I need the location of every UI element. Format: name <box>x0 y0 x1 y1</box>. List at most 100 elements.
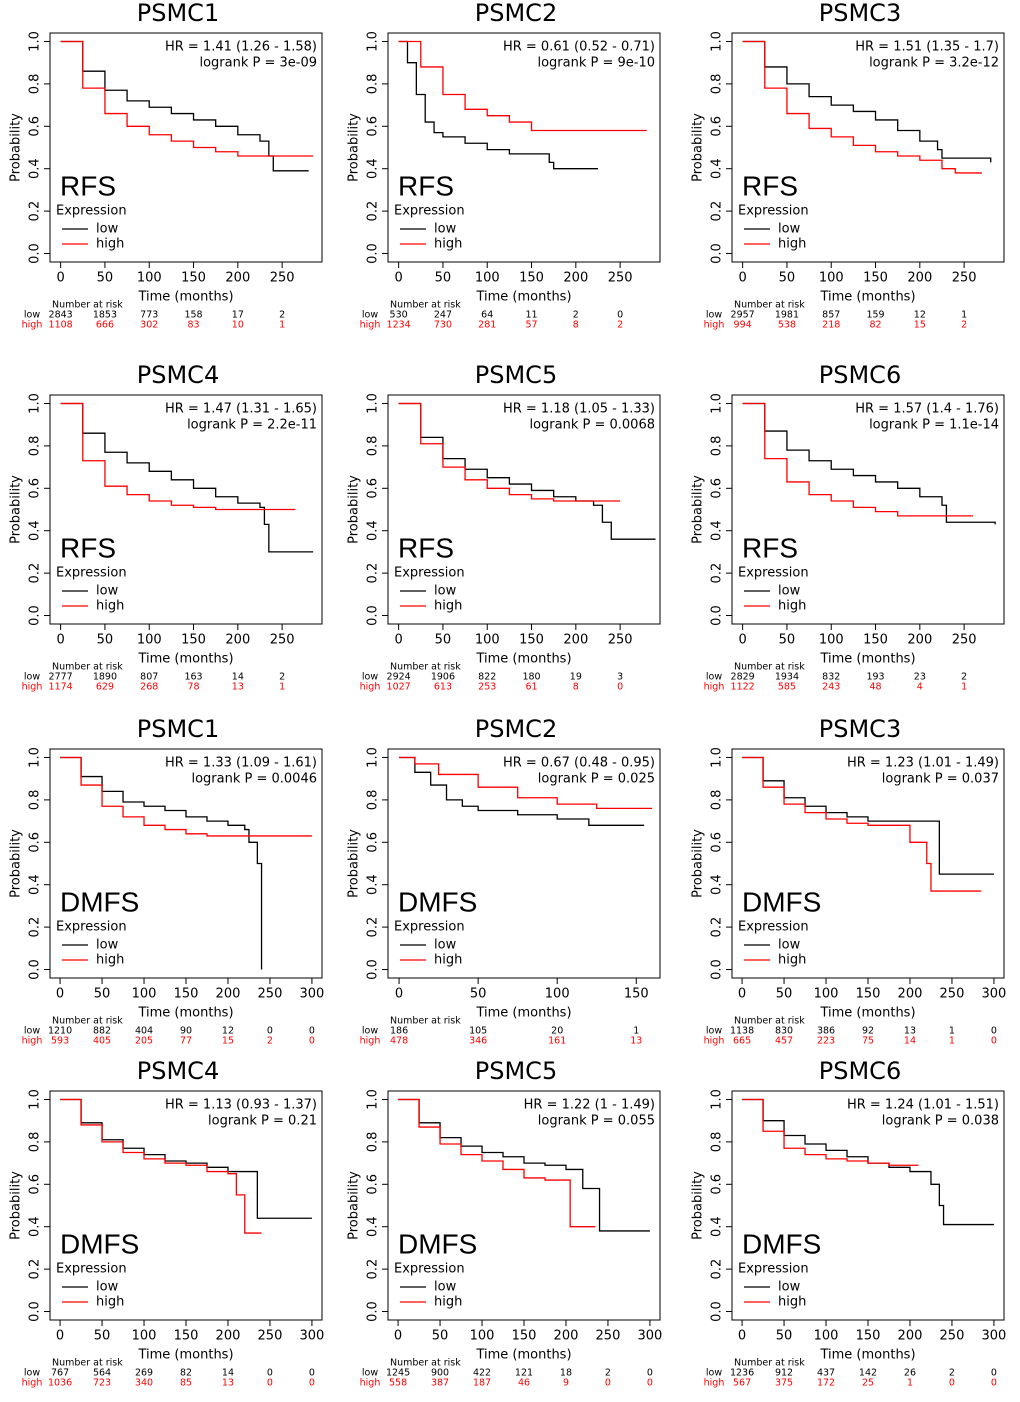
risk-count: 2957 <box>731 310 755 321</box>
x-tick-label: 150 <box>512 1329 537 1344</box>
survival-curve <box>398 402 621 502</box>
risk-count: 1 <box>961 682 967 693</box>
x-tick-label: 0 <box>394 271 402 286</box>
risk-row-label: high <box>704 682 725 693</box>
x-tick-label: 200 <box>907 271 932 286</box>
risk-count: 1906 <box>431 672 455 683</box>
panel-title: PSMC2 <box>475 715 557 743</box>
survival-curve <box>742 402 996 525</box>
y-tick-label: 0.2 <box>366 917 381 938</box>
risk-count: 9 <box>563 1378 569 1389</box>
legend-label: high <box>778 1295 806 1310</box>
risk-count: 205 <box>135 1036 153 1047</box>
legend-label: high <box>434 953 462 968</box>
risk-count: 832 <box>822 672 840 683</box>
risk-count: 105 <box>469 1026 487 1037</box>
risk-count: 723 <box>93 1378 111 1389</box>
risk-count: 0 <box>991 1368 997 1379</box>
risk-count: 767 <box>51 1368 69 1379</box>
x-axis-label: Time (months) <box>475 1006 571 1021</box>
risk-title: Number at risk <box>390 300 461 311</box>
risk-title: Number at risk <box>734 1016 805 1027</box>
x-tick-label: 300 <box>638 1329 663 1344</box>
risk-count: 1138 <box>730 1026 754 1037</box>
y-tick-label: 0.8 <box>710 1132 725 1153</box>
endpoint-label: DMFS <box>60 886 139 917</box>
risk-count: 387 <box>431 1378 449 1389</box>
y-tick-label: 0.8 <box>366 74 381 95</box>
x-tick-label: 0 <box>56 633 64 648</box>
risk-count: 1981 <box>775 310 799 321</box>
km-panel: PSMC5 0.0 0.2 0.4 0.6 0.8 1.0 0 50 100 150 200 250 Pr… <box>347 361 661 693</box>
y-axis-label: Probability <box>347 113 362 182</box>
y-tick-label: 0.6 <box>710 478 725 499</box>
risk-count: 478 <box>390 1036 408 1047</box>
risk-count: 14 <box>232 672 244 683</box>
x-tick-label: 100 <box>137 271 162 286</box>
risk-count: 2924 <box>387 672 411 683</box>
risk-count: 830 <box>775 1026 793 1037</box>
x-axis-label: Time (months) <box>137 290 233 305</box>
risk-row-label: high <box>22 1378 43 1389</box>
hr-text: HR = 1.22 (1 - 1.49) <box>524 1098 655 1113</box>
panel-title: PSMC3 <box>819 0 901 27</box>
risk-row-label: low <box>706 1368 722 1379</box>
survival-curve <box>399 756 645 826</box>
risk-row-label: high <box>360 1378 381 1389</box>
risk-count: 2 <box>279 310 285 321</box>
x-tick-label: 0 <box>738 633 746 648</box>
legend-label: low <box>96 222 119 237</box>
risk-count: 0 <box>991 1378 997 1389</box>
risk-row-label: low <box>24 310 40 321</box>
risk-count: 1210 <box>48 1026 72 1037</box>
survival-curve <box>742 756 982 892</box>
y-tick-label: 0.6 <box>366 832 381 853</box>
y-tick-label: 0.8 <box>28 790 43 811</box>
legend-label: low <box>434 1280 457 1295</box>
risk-count: 422 <box>473 1368 491 1379</box>
logrank-text: logrank P = 2.2e-11 <box>187 418 317 433</box>
risk-row-label: low <box>706 310 722 321</box>
legend-label: high <box>434 237 462 252</box>
y-axis-label: Probability <box>347 475 362 544</box>
panel-title: PSMC2 <box>475 0 557 27</box>
y-tick-label: 0.8 <box>366 790 381 811</box>
y-tick-label: 0.4 <box>710 158 725 179</box>
risk-count: 0 <box>309 1026 315 1037</box>
risk-count: 1174 <box>49 682 73 693</box>
x-tick-label: 250 <box>270 271 295 286</box>
legend-label: high <box>778 953 806 968</box>
risk-count: 2829 <box>731 672 755 683</box>
risk-count: 2777 <box>49 672 73 683</box>
risk-count: 18 <box>560 1368 572 1379</box>
x-tick-label: 0 <box>56 987 64 1002</box>
x-axis-label: Time (months) <box>475 652 571 667</box>
panel-title: PSMC3 <box>819 715 901 743</box>
x-tick-label: 50 <box>470 987 487 1002</box>
x-tick-label: 50 <box>779 271 796 286</box>
risk-count: 629 <box>96 682 114 693</box>
hr-text: HR = 1.57 (1.4 - 1.76) <box>855 402 999 417</box>
x-tick-label: 0 <box>56 271 64 286</box>
risk-count: 302 <box>140 320 158 331</box>
legend-label: low <box>778 584 801 599</box>
x-tick-label: 100 <box>819 633 844 648</box>
risk-count: 730 <box>434 320 452 331</box>
y-tick-label: 1.0 <box>366 1089 381 1110</box>
y-tick-label: 1.0 <box>710 31 725 52</box>
risk-count: 1036 <box>48 1378 72 1389</box>
legend-label: high <box>96 237 124 252</box>
endpoint-label: DMFS <box>398 886 477 917</box>
x-tick-label: 150 <box>863 633 888 648</box>
risk-count: 19 <box>570 672 582 683</box>
risk-title: Number at risk <box>734 300 805 311</box>
risk-count: 1027 <box>387 682 411 693</box>
y-tick-label: 0.2 <box>710 1259 725 1280</box>
risk-count: 0 <box>605 1378 611 1389</box>
x-tick-label: 100 <box>475 633 500 648</box>
risk-row-label: low <box>706 672 722 683</box>
legend-label: high <box>434 599 462 614</box>
risk-count: 82 <box>869 320 881 331</box>
risk-count: 158 <box>184 310 202 321</box>
survival-curve <box>399 756 653 810</box>
